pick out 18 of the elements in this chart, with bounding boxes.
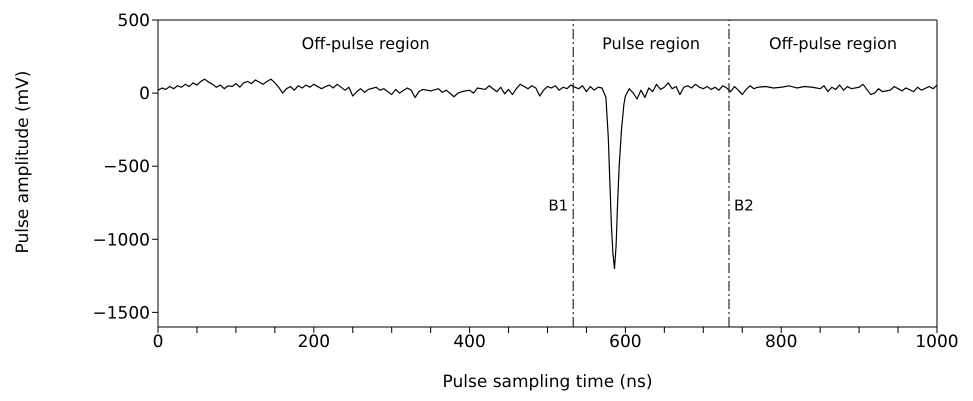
x-tick-label: 800 bbox=[764, 332, 798, 352]
y-axis-title: Pulse amplitude (mV) bbox=[13, 70, 34, 254]
x-tick-label: 600 bbox=[609, 332, 642, 352]
x-axis-title: Pulse sampling time (ns) bbox=[442, 372, 652, 392]
y-tick-label: −1000 bbox=[92, 230, 150, 250]
x-tick-label: 400 bbox=[453, 332, 486, 352]
y-tick-label: 0 bbox=[139, 84, 150, 104]
y-tick-label: 500 bbox=[118, 11, 150, 32]
x-tick-label: 200 bbox=[298, 332, 330, 352]
annotation: Pulse region bbox=[602, 34, 700, 53]
annotation: Off-pulse region bbox=[302, 34, 430, 53]
ref-line-label: B1 bbox=[548, 196, 568, 214]
annotation: Off-pulse region bbox=[769, 34, 897, 53]
x-tick-label: 1000 bbox=[915, 332, 959, 352]
x-tick-label: 0 bbox=[152, 332, 164, 352]
y-tick-label: −500 bbox=[103, 157, 150, 178]
ref-line-label: B2 bbox=[734, 196, 754, 214]
y-tick-label: −1500 bbox=[92, 303, 150, 324]
